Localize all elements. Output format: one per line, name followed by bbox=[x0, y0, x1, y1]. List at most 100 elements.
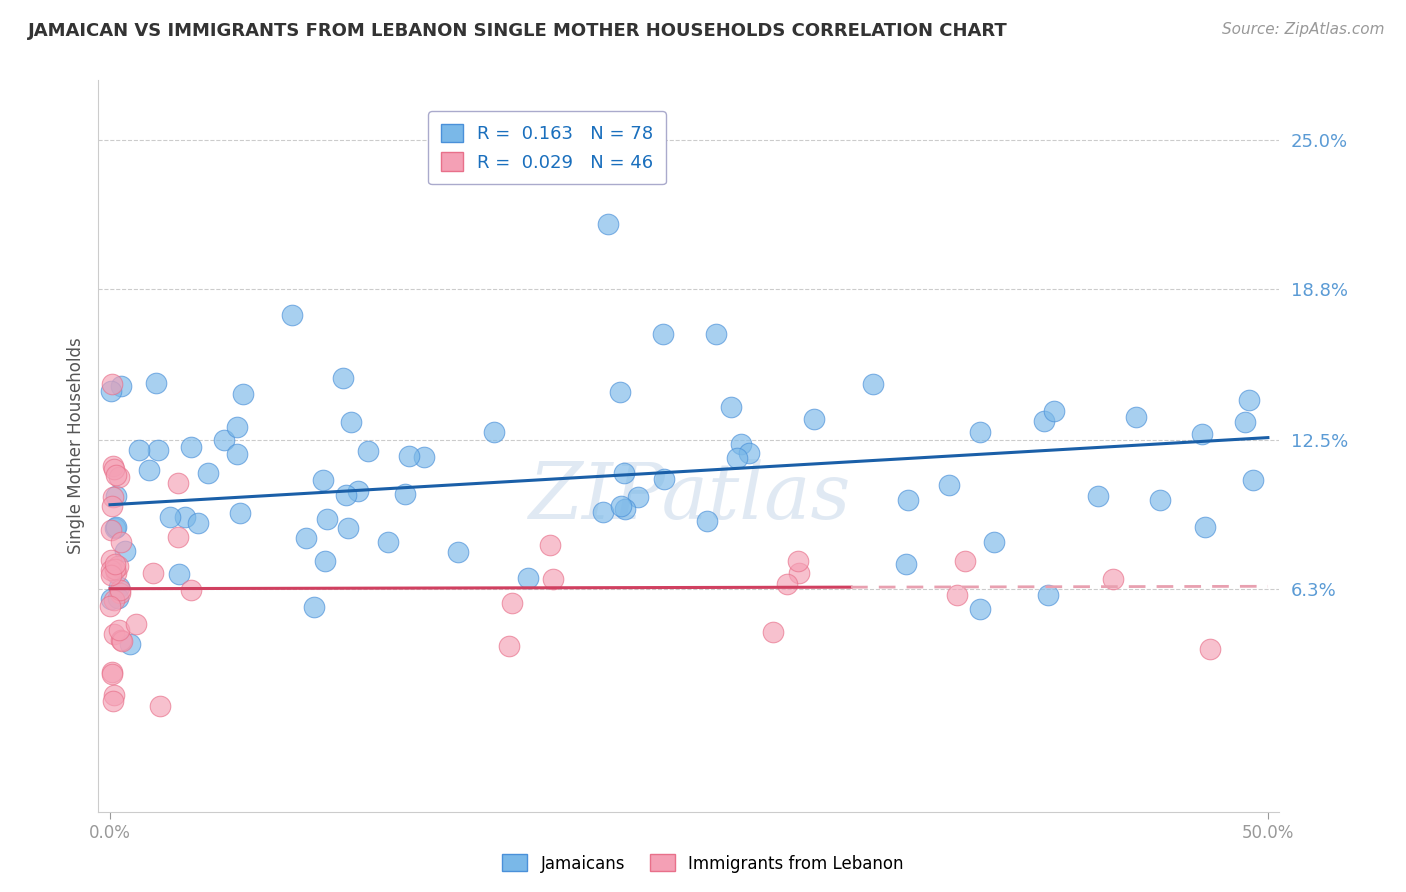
Point bbox=[100, 553, 122, 567]
Point bbox=[394, 486, 416, 500]
Point bbox=[108, 470, 131, 484]
Point bbox=[482, 425, 505, 439]
Point bbox=[103, 627, 125, 641]
Point bbox=[100, 592, 122, 607]
Point bbox=[110, 535, 132, 549]
Point bbox=[596, 217, 619, 231]
Point bbox=[100, 563, 122, 577]
Point bbox=[337, 521, 360, 535]
Point bbox=[969, 602, 991, 616]
Point bbox=[652, 327, 675, 342]
Point bbox=[104, 521, 127, 535]
Point bbox=[897, 493, 920, 508]
Point bbox=[1194, 519, 1216, 533]
Point bbox=[803, 412, 825, 426]
Point bbox=[1199, 641, 1222, 656]
Point bbox=[1241, 473, 1264, 487]
Point bbox=[357, 444, 380, 458]
Point bbox=[110, 378, 132, 392]
Point bbox=[103, 461, 125, 475]
Point bbox=[280, 309, 302, 323]
Legend: R =  0.163   N = 78, R =  0.029   N = 46: R = 0.163 N = 78, R = 0.029 N = 46 bbox=[429, 112, 666, 185]
Text: Source: ZipAtlas.com: Source: ZipAtlas.com bbox=[1222, 22, 1385, 37]
Point bbox=[110, 632, 132, 647]
Point bbox=[232, 387, 254, 401]
Point bbox=[107, 559, 129, 574]
Point bbox=[627, 490, 650, 504]
Point bbox=[103, 459, 125, 474]
Point bbox=[498, 639, 520, 653]
Point bbox=[101, 490, 124, 504]
Point bbox=[787, 554, 810, 568]
Point bbox=[613, 467, 636, 481]
Point bbox=[447, 544, 470, 558]
Point bbox=[938, 477, 960, 491]
Point bbox=[955, 554, 977, 568]
Point bbox=[148, 698, 170, 713]
Point bbox=[1149, 493, 1171, 508]
Point bbox=[101, 499, 124, 513]
Point bbox=[894, 558, 917, 572]
Point bbox=[398, 450, 420, 464]
Point bbox=[609, 499, 631, 513]
Point bbox=[118, 637, 141, 651]
Point bbox=[100, 599, 122, 613]
Point bbox=[100, 384, 122, 398]
Point bbox=[187, 516, 209, 531]
Point bbox=[101, 665, 124, 679]
Text: ZIPatlas: ZIPatlas bbox=[527, 459, 851, 535]
Point bbox=[335, 488, 357, 502]
Point bbox=[107, 623, 129, 637]
Point bbox=[101, 667, 124, 681]
Point bbox=[226, 447, 249, 461]
Point bbox=[167, 566, 190, 581]
Point bbox=[862, 377, 884, 392]
Point bbox=[226, 419, 249, 434]
Point bbox=[104, 557, 127, 571]
Point bbox=[592, 505, 614, 519]
Point bbox=[100, 523, 122, 537]
Point bbox=[304, 600, 326, 615]
Point bbox=[1036, 588, 1059, 602]
Point bbox=[108, 583, 131, 598]
Point bbox=[696, 515, 718, 529]
Point bbox=[347, 484, 370, 499]
Point bbox=[100, 567, 122, 582]
Point bbox=[725, 451, 748, 466]
Point bbox=[983, 535, 1005, 549]
Point bbox=[1191, 427, 1213, 442]
Point bbox=[1087, 489, 1109, 503]
Point bbox=[704, 326, 727, 341]
Point bbox=[148, 443, 170, 458]
Point bbox=[166, 531, 188, 545]
Point bbox=[105, 566, 128, 581]
Point bbox=[543, 573, 565, 587]
Point bbox=[197, 466, 219, 480]
Point bbox=[738, 446, 761, 460]
Point bbox=[114, 543, 136, 558]
Point bbox=[174, 510, 197, 524]
Point bbox=[1101, 572, 1123, 586]
Point bbox=[180, 440, 202, 454]
Point bbox=[142, 566, 165, 581]
Point bbox=[166, 476, 188, 491]
Point bbox=[776, 576, 799, 591]
Point bbox=[1233, 415, 1256, 429]
Point bbox=[180, 583, 202, 598]
Point bbox=[315, 512, 337, 526]
Point bbox=[104, 467, 127, 482]
Point bbox=[212, 433, 235, 447]
Point bbox=[103, 688, 125, 702]
Point bbox=[412, 450, 434, 464]
Point bbox=[145, 376, 167, 391]
Point bbox=[104, 562, 127, 576]
Point bbox=[787, 566, 810, 580]
Point bbox=[609, 384, 631, 399]
Point bbox=[1125, 409, 1147, 424]
Point bbox=[501, 596, 523, 610]
Point bbox=[108, 580, 131, 594]
Point bbox=[229, 506, 252, 520]
Text: JAMAICAN VS IMMIGRANTS FROM LEBANON SINGLE MOTHER HOUSEHOLDS CORRELATION CHART: JAMAICAN VS IMMIGRANTS FROM LEBANON SING… bbox=[28, 22, 1008, 40]
Point bbox=[138, 462, 160, 476]
Point bbox=[314, 554, 336, 568]
